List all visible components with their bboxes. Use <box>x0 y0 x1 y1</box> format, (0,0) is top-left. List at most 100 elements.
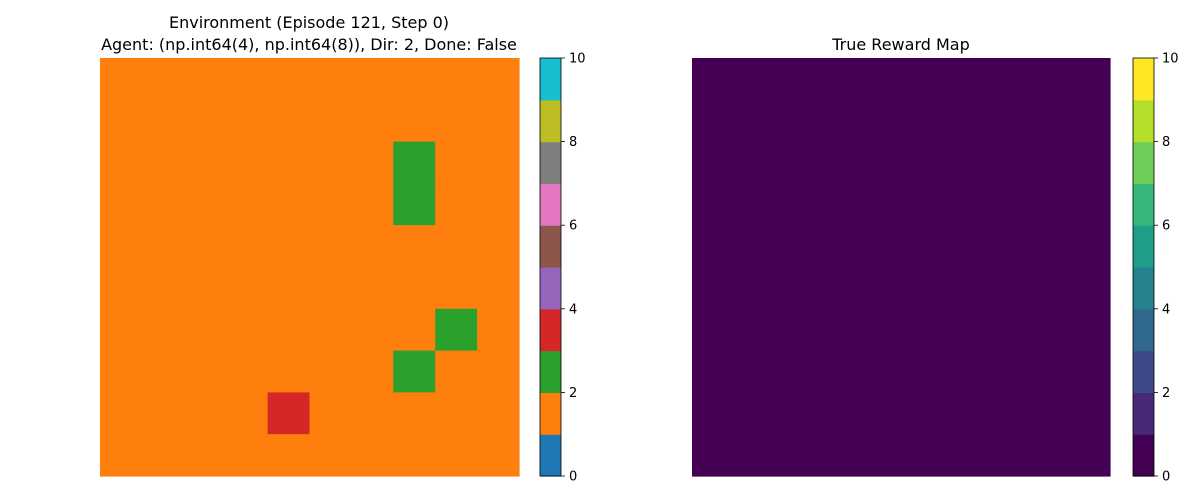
env-cell-r4-c4 <box>267 225 311 268</box>
env-cell-r8-c0 <box>100 392 143 435</box>
reward-cell-r8-c0 <box>692 392 735 435</box>
env-cell-r4-c0 <box>100 225 143 268</box>
env-cell-r4-c8 <box>435 225 478 268</box>
environment-colorbar: 0 2 4 6 8 10 <box>539 52 586 485</box>
reward-cell-r5-c8 <box>1026 267 1069 310</box>
env-colorbar-segment-9 <box>540 58 561 101</box>
env-cell-r1-c1 <box>141 99 185 143</box>
reward-colorbar-segment-6 <box>1133 183 1154 226</box>
env-colorbar-tick-label-8: 8 <box>569 135 577 150</box>
env-cell-r7-c5 <box>309 350 352 393</box>
reward-cell-r9-c3 <box>817 434 860 477</box>
env-colorbar-tick-label-0: 0 <box>569 470 577 485</box>
reward-cell-r3-c8 <box>1026 183 1069 226</box>
env-colorbar-segment-7 <box>540 141 561 184</box>
reward-cell-r4-c0 <box>692 225 735 268</box>
env-cell-r2-c4 <box>267 141 311 184</box>
env-cell-r0-c3 <box>225 58 269 101</box>
env-cell-r6-c2 <box>183 308 227 352</box>
env-cell-r9-c6 <box>351 434 394 477</box>
env-cell-r2-c2 <box>183 141 227 184</box>
reward-cell-r3-c3 <box>817 183 860 226</box>
reward-cell-r4-c3 <box>817 225 860 268</box>
reward-cell-r5-c5 <box>901 267 944 310</box>
env-cell-r6-c4 <box>267 308 311 352</box>
reward-cell-r0-c3 <box>817 58 860 101</box>
env-cell-r2-c6 <box>351 141 394 184</box>
reward-cell-r6-c2 <box>775 308 818 352</box>
reward-cell-r7-c2 <box>775 350 818 393</box>
env-cell-r2-c9 <box>477 141 520 184</box>
env-cell-r1-c3 <box>225 99 269 143</box>
env-colorbar-segment-3 <box>540 308 561 352</box>
reward-cell-r6-c0 <box>692 308 735 352</box>
reward-cell-r6-c9 <box>1068 308 1111 352</box>
env-cell-r7-c9 <box>477 350 520 393</box>
reward-cell-r9-c8 <box>1026 434 1069 477</box>
reward-cell-r8-c8 <box>1026 392 1069 435</box>
env-cell-r5-c3 <box>225 267 269 310</box>
env-cell-r0-c9 <box>477 58 520 101</box>
env-cell-r2-c7 <box>393 141 436 184</box>
reward-cell-r1-c8 <box>1026 99 1069 143</box>
reward-cell-r2-c7 <box>984 141 1027 184</box>
env-cell-r5-c7 <box>393 267 436 310</box>
env-cell-r1-c6 <box>351 99 394 143</box>
env-colorbar-tick-label-2: 2 <box>569 386 577 401</box>
env-colorbar-segment-4 <box>540 267 561 310</box>
environment-title-line2: Agent: (np.int64(4), np.int64(8)), Dir: … <box>101 35 517 54</box>
env-cell-r7-c0 <box>100 350 143 393</box>
reward-cell-r5-c3 <box>817 267 860 310</box>
reward-cell-r7-c4 <box>859 350 902 393</box>
env-cell-r7-c3 <box>225 350 269 393</box>
reward-colorbar-segment-9 <box>1133 58 1154 101</box>
reward-cell-r7-c8 <box>1026 350 1069 393</box>
reward-cell-r0-c8 <box>1026 58 1069 101</box>
reward-cell-r3-c4 <box>859 183 902 226</box>
env-cell-r9-c0 <box>100 434 143 477</box>
reward-cell-r7-c7 <box>984 350 1027 393</box>
reward-cell-r6-c4 <box>859 308 902 352</box>
env-cell-r8-c6 <box>351 392 394 435</box>
env-cell-r9-c4 <box>267 434 311 477</box>
env-cell-r0-c5 <box>309 58 352 101</box>
reward-cell-r5-c2 <box>775 267 818 310</box>
env-colorbar-segment-6 <box>540 183 561 226</box>
reward-cell-r1-c4 <box>859 99 902 143</box>
env-cell-r8-c2 <box>183 392 227 435</box>
env-cell-r7-c8 <box>435 350 478 393</box>
env-cell-r3-c3 <box>225 183 269 226</box>
env-cell-r1-c9 <box>477 99 520 143</box>
env-cell-r2-c1 <box>141 141 185 184</box>
env-cell-r8-c9 <box>477 392 520 435</box>
reward-cell-r3-c1 <box>733 183 777 226</box>
reward-cell-r1-c2 <box>775 99 818 143</box>
reward-map-title: True Reward Map <box>831 35 970 54</box>
env-cell-r0-c1 <box>141 58 185 101</box>
reward-cell-r6-c8 <box>1026 308 1069 352</box>
reward-cell-r3-c5 <box>901 183 944 226</box>
env-cell-r2-c0 <box>100 141 143 184</box>
env-cell-r5-c8 <box>435 267 478 310</box>
env-cell-r4-c9 <box>477 225 520 268</box>
reward-cell-r7-c5 <box>901 350 944 393</box>
reward-cell-r1-c1 <box>733 99 777 143</box>
reward-panel: True Reward Map 0 2 4 6 8 10 <box>692 35 1179 485</box>
reward-cell-r2-c6 <box>942 141 986 184</box>
env-cell-r3-c4 <box>267 183 311 226</box>
env-colorbar-segment-8 <box>540 99 561 143</box>
env-cell-r1-c0 <box>100 99 143 143</box>
env-colorbar-segment-1 <box>540 392 561 435</box>
env-cell-r4-c3 <box>225 225 269 268</box>
reward-colorbar-tick-label-8: 8 <box>1162 135 1170 150</box>
env-cell-r8-c7 <box>393 392 436 435</box>
reward-cell-r7-c1 <box>733 350 777 393</box>
env-cell-r8-c3 <box>225 392 269 435</box>
reward-colorbar-tick-label-4: 4 <box>1162 302 1170 317</box>
reward-colorbar-segment-2 <box>1133 350 1154 393</box>
env-cell-r0-c7 <box>393 58 436 101</box>
reward-cell-r0-c7 <box>984 58 1027 101</box>
env-colorbar-tick-label-10: 10 <box>569 52 586 67</box>
reward-cell-r3-c7 <box>984 183 1027 226</box>
